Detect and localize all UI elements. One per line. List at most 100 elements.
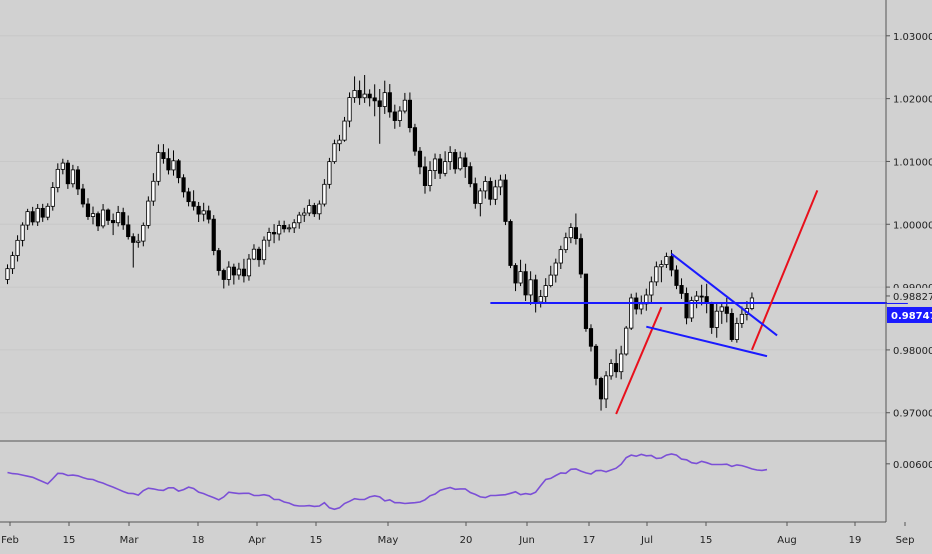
price-label-line: 0.98747 (887, 307, 932, 323)
candle-body (207, 211, 210, 219)
candle-body (177, 161, 180, 178)
candle-body (348, 98, 351, 121)
candle-body (519, 272, 522, 283)
candle-body (368, 94, 371, 98)
candle-body (509, 221, 512, 265)
candle-body (217, 251, 220, 271)
candle-body (202, 211, 205, 214)
candle-body (36, 208, 39, 222)
candle-body (242, 269, 245, 276)
candle-body (710, 303, 713, 327)
candle-body (152, 181, 155, 201)
candle-body (267, 232, 270, 240)
candle-body (262, 240, 265, 260)
candle-body (640, 304, 643, 309)
price-tick-label: 1.03000 (893, 32, 932, 43)
time-tick-label: 17 (583, 535, 596, 546)
time-tick-label: May (378, 535, 399, 546)
time-tick-label: Jul (640, 535, 653, 546)
candle-body (599, 378, 602, 398)
candle-body (81, 189, 84, 204)
candle-body (323, 184, 326, 204)
candle-body (675, 270, 678, 285)
candle-up (147, 196, 150, 228)
candle-body (574, 228, 577, 239)
candle-down (212, 215, 215, 255)
candle-body (56, 169, 59, 187)
candle-body (730, 313, 733, 339)
candle-body (308, 205, 311, 213)
candle-body (464, 158, 467, 167)
candle-body (504, 180, 507, 221)
time-tick-label: Jun (518, 535, 535, 546)
time-tick-label: 15 (63, 535, 76, 546)
candle-body (66, 163, 69, 184)
candle-body (116, 213, 119, 223)
candle-body (489, 181, 492, 199)
candle-body (695, 296, 698, 300)
candle-body (51, 188, 54, 207)
candle-body (16, 240, 19, 255)
candle-body (499, 180, 502, 187)
candle-down (504, 174, 507, 225)
candle-body (298, 215, 301, 223)
candle-body (227, 267, 230, 279)
candle-body (197, 206, 200, 214)
candle-body (71, 170, 74, 184)
candle-body (700, 296, 703, 297)
candle-body (293, 223, 296, 228)
candle-body (343, 121, 346, 140)
candle-body (443, 162, 446, 174)
candle-body (96, 214, 99, 226)
candle-body (720, 307, 723, 311)
candle-body (111, 220, 114, 222)
candle-body (358, 90, 361, 97)
candle-body (162, 153, 165, 159)
candle-body (685, 293, 688, 318)
price-tick-label: 1.01000 (893, 157, 932, 168)
candle-body (222, 271, 225, 280)
candle-body (619, 354, 622, 372)
candle-body (418, 151, 421, 167)
time-tick-label: 18 (192, 535, 205, 546)
candle-body (303, 213, 306, 215)
candle-body (559, 250, 562, 263)
candle-body (514, 265, 517, 283)
candle-body (237, 269, 240, 275)
candle-body (167, 159, 170, 170)
price-tick-label: 1.02000 (893, 95, 932, 106)
candle-body (388, 93, 391, 112)
candle-body (26, 212, 29, 225)
candle-body (584, 274, 587, 329)
candle-up (690, 297, 693, 322)
candle-body (127, 225, 130, 237)
candle-body (106, 210, 109, 220)
candle-body (11, 256, 14, 269)
candle-body (715, 311, 718, 327)
candle-body (46, 206, 49, 217)
candle-body (142, 225, 145, 241)
candle-body (438, 159, 441, 173)
candle-body (172, 161, 175, 170)
candle-body (609, 363, 612, 375)
candle-body (21, 225, 24, 240)
price-tick-label: 0.97000 (893, 409, 932, 420)
candle-down (730, 309, 733, 342)
candle-body (363, 94, 366, 98)
candle-body (579, 239, 582, 274)
candle-body (333, 144, 336, 162)
candle-body (76, 170, 79, 189)
candle-body (338, 140, 341, 144)
candle-body (735, 323, 738, 339)
price-label-last: 0.98827 (886, 288, 932, 303)
candle-body (544, 286, 547, 297)
candle-body (534, 280, 537, 302)
time-tick-label: Sep (896, 535, 915, 546)
candle-down (413, 124, 416, 156)
candle-body (282, 225, 285, 228)
candle-body (564, 238, 567, 250)
candle-body (650, 282, 653, 295)
candle-body (313, 205, 316, 213)
